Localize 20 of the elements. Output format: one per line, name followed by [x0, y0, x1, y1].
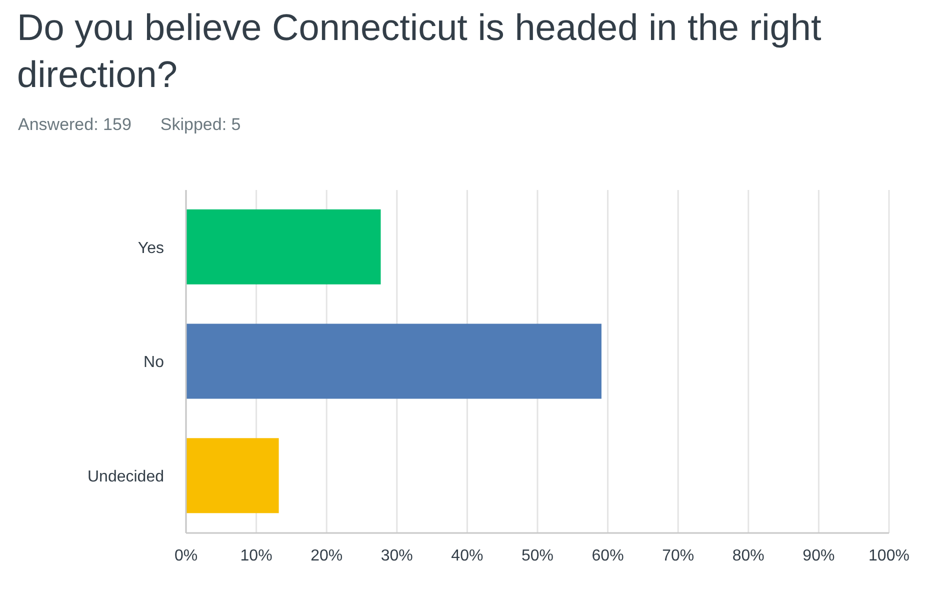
bar: [186, 438, 279, 514]
y-tick-label: No: [144, 354, 164, 372]
x-tick-label: 70%: [662, 547, 694, 564]
x-tick-label: 30%: [380, 547, 413, 564]
x-tick-label: 40%: [451, 547, 484, 564]
bar: [186, 209, 381, 284]
y-tick-label: Undecided: [88, 468, 164, 486]
x-tick-label: 0%: [174, 547, 198, 564]
bar: [186, 324, 602, 399]
x-tick-label: 60%: [592, 547, 624, 564]
y-tick-label: Yes: [138, 240, 164, 257]
x-tick-label: 90%: [802, 547, 835, 564]
x-tick-label: 50%: [521, 547, 554, 564]
chart-title: Do you believe Connecticut is headed in the right direction?: [17, 6, 822, 97]
x-tick-label: 100%: [868, 547, 910, 564]
text: Answered: 159: [18, 115, 132, 135]
x-tick-label: 20%: [310, 547, 343, 564]
x-tick-label: 10%: [240, 547, 272, 564]
text: Skipped: 5: [160, 115, 241, 135]
x-tick-label: 80%: [732, 547, 764, 564]
